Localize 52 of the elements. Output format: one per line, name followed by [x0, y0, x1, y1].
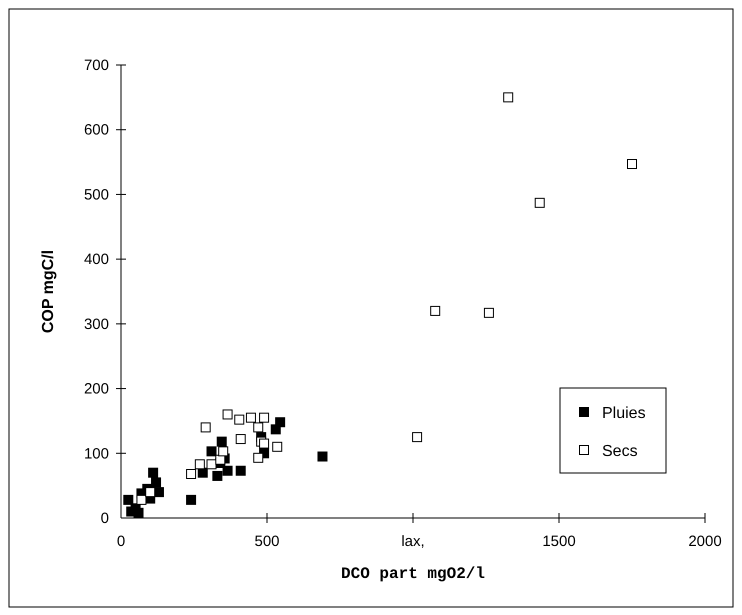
point — [194, 459, 205, 470]
y-tick-label: 700 — [84, 57, 109, 74]
y-tick-label: 500 — [84, 186, 109, 204]
point — [253, 422, 264, 432]
point — [200, 422, 211, 432]
point — [246, 412, 256, 423]
point — [215, 454, 226, 465]
point — [236, 434, 246, 444]
point — [206, 446, 217, 456]
point — [154, 487, 164, 498]
point — [151, 477, 162, 488]
y-tick-label: 200 — [84, 380, 109, 398]
y-tick-label: 100 — [84, 445, 109, 462]
point — [627, 159, 637, 170]
y-tick-label: 600 — [84, 122, 109, 139]
y-tick-label: 400 — [84, 251, 109, 268]
point — [412, 432, 422, 442]
y-tick-label: 300 — [84, 316, 109, 333]
y-axis-title: COP mgC/l — [40, 250, 57, 334]
point — [148, 468, 158, 478]
point — [430, 306, 440, 316]
point — [484, 308, 494, 318]
point — [253, 452, 264, 463]
point — [216, 436, 227, 447]
point — [206, 459, 217, 470]
point — [534, 198, 545, 208]
point — [123, 494, 134, 505]
point — [275, 417, 286, 428]
x-tick-label: 500 — [254, 533, 280, 550]
x-axis-title: DCO part mgO2/l — [340, 565, 486, 583]
x-tick-label: 2000 — [688, 533, 722, 550]
point — [259, 438, 270, 449]
point — [186, 468, 196, 479]
y-tick-label: 0 — [100, 510, 109, 527]
point — [212, 470, 222, 481]
point — [317, 452, 328, 462]
x-tick-label: 1500 — [542, 533, 576, 550]
point — [503, 92, 514, 102]
point — [236, 466, 246, 476]
point — [186, 494, 196, 505]
point — [145, 487, 156, 498]
point — [222, 466, 233, 476]
point — [222, 409, 233, 420]
point — [259, 412, 270, 423]
point — [136, 494, 146, 505]
point — [234, 414, 244, 425]
legend-label: Pluies — [602, 405, 646, 422]
x-tick-label: 0 — [116, 533, 126, 550]
x-tick-label: lax, — [401, 533, 425, 550]
point — [218, 446, 228, 456]
legend-label: Secs — [602, 443, 638, 460]
point — [272, 442, 282, 452]
